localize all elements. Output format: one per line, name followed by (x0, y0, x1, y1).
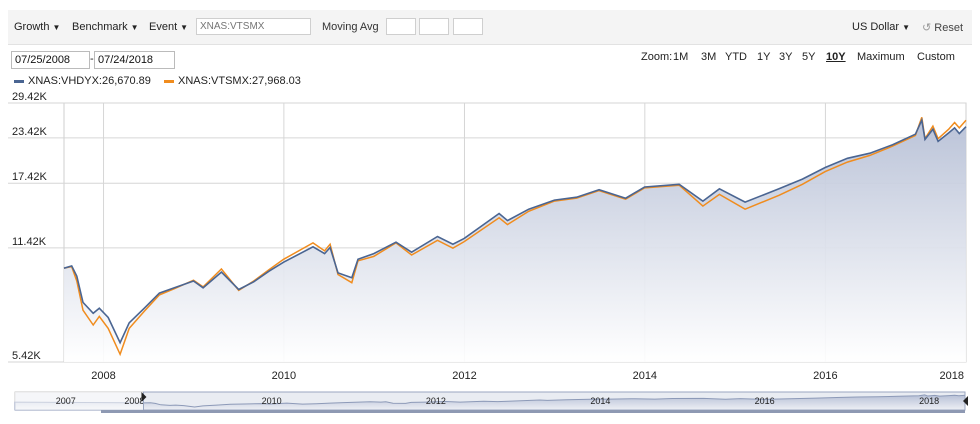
benchmark-label: Benchmark (72, 21, 128, 33)
x-tick-label: 2016 (813, 370, 837, 382)
chart-toolbar: Growth▼ Benchmark▼ Event▼ Moving Avg US … (8, 10, 972, 45)
navigator-handle-left[interactable] (141, 392, 147, 402)
series-line-vhdyx[interactable] (63, 117, 967, 345)
navigator-unselected-region (15, 392, 144, 410)
zoom-10y[interactable]: 10Y (826, 51, 846, 63)
y-tick-label: 29.42K (12, 91, 48, 103)
currency-label: US Dollar (852, 21, 900, 33)
legend-item-vhdyx[interactable]: XNAS:VHDYX:26,670.89 (14, 75, 151, 87)
navigator-year-label: 2010 (262, 396, 282, 406)
x-tick-label: 2008 (91, 370, 115, 382)
zoom-maximum[interactable]: Maximum (857, 51, 905, 63)
reset-arrow-icon: ↺ (922, 22, 932, 34)
x-tick-label: 2018 (940, 370, 964, 382)
start-date-input[interactable] (11, 51, 90, 69)
series-area-vhdyx (64, 120, 966, 362)
benchmark-dropdown[interactable]: Benchmark ▼ (72, 21, 139, 33)
zoom-1y[interactable]: 1Y (757, 51, 771, 63)
legend-value-vtsmx: 27,968.03 (251, 75, 301, 87)
zoom-custom[interactable]: Custom (917, 51, 955, 63)
zoom-prefix: Zoom: (641, 51, 673, 63)
navigator-year-label: 2014 (590, 396, 610, 406)
legend-item-vtsmx[interactable]: XNAS:VTSMX:27,968.03 (164, 75, 301, 87)
growth-dropdown[interactable]: Growth ▼ (14, 21, 60, 33)
event-dropdown[interactable]: Event ▼ (149, 21, 188, 33)
legend-value-vhdyx: 26,670.89 (101, 75, 151, 87)
caret-down-icon: ▼ (52, 23, 61, 32)
navigator-series (14, 394, 966, 411)
caret-down-icon: ▼ (902, 23, 910, 32)
reset-button[interactable]: ↺ Reset (922, 21, 963, 34)
moving-avg-input-2[interactable] (419, 18, 449, 35)
currency-dropdown[interactable]: US Dollar ▼ (852, 21, 910, 33)
y-tick-label: 5.42K (12, 350, 41, 362)
moving-avg-input-1[interactable] (386, 18, 416, 35)
x-tick-label: 2014 (633, 370, 657, 382)
caret-down-icon: ▼ (180, 23, 189, 32)
x-axis: 2008 2010 2012 2014 2016 2018 (91, 370, 964, 382)
navigator-handle-right[interactable] (963, 396, 968, 406)
ticker-input[interactable] (196, 18, 311, 35)
zoom-5y[interactable]: 5Y (802, 51, 816, 63)
navigator-year-label: 2018 (919, 396, 939, 406)
navigator-year-label: 2007 (56, 396, 76, 406)
legend-name-vtsmx: XNAS:VTSMX (178, 75, 249, 87)
series-line-vtsmx[interactable] (63, 117, 967, 357)
x-tick-label: 2012 (452, 370, 476, 382)
date-separator: - (90, 53, 94, 65)
legend-swatch-vtsmx (164, 79, 174, 83)
event-label: Event (149, 21, 178, 33)
x-tick-label: 2010 (272, 370, 296, 382)
legend-name-vhdyx: XNAS:VHDYX (28, 75, 99, 87)
zoom-3m[interactable]: 3M (701, 51, 717, 63)
moving-avg-label: Moving Avg (322, 21, 379, 33)
reset-label: Reset (934, 22, 964, 34)
navigator-year-label: 2008 (124, 396, 144, 406)
zoom-3y[interactable]: 3Y (779, 51, 793, 63)
caret-down-icon: ▼ (130, 23, 139, 32)
zoom-1m[interactable]: 1M (673, 51, 689, 63)
end-date-input[interactable] (94, 51, 175, 69)
navigator-scrollbar[interactable] (101, 410, 965, 413)
navigator-labels: 2007 2008 2010 2012 2014 2016 2018 (56, 396, 939, 406)
moving-avg-input-3[interactable] (453, 18, 483, 35)
navigator-year-label: 2016 (755, 396, 775, 406)
range-navigator[interactable]: 2007 2008 2010 2012 2014 2016 2018 (14, 391, 968, 413)
y-tick-label: 17.42K (12, 171, 48, 183)
y-tick-label: 23.42K (12, 126, 48, 138)
zoom-ytd[interactable]: YTD (725, 51, 747, 63)
legend-swatch-vhdyx (14, 79, 24, 83)
y-tick-label: 11.42K (12, 236, 47, 248)
growth-label: Growth (14, 21, 50, 33)
navigator-year-label: 2012 (426, 396, 446, 406)
y-axis: 29.42K 23.42K 17.42K 11.42K 5.42K (12, 91, 48, 362)
